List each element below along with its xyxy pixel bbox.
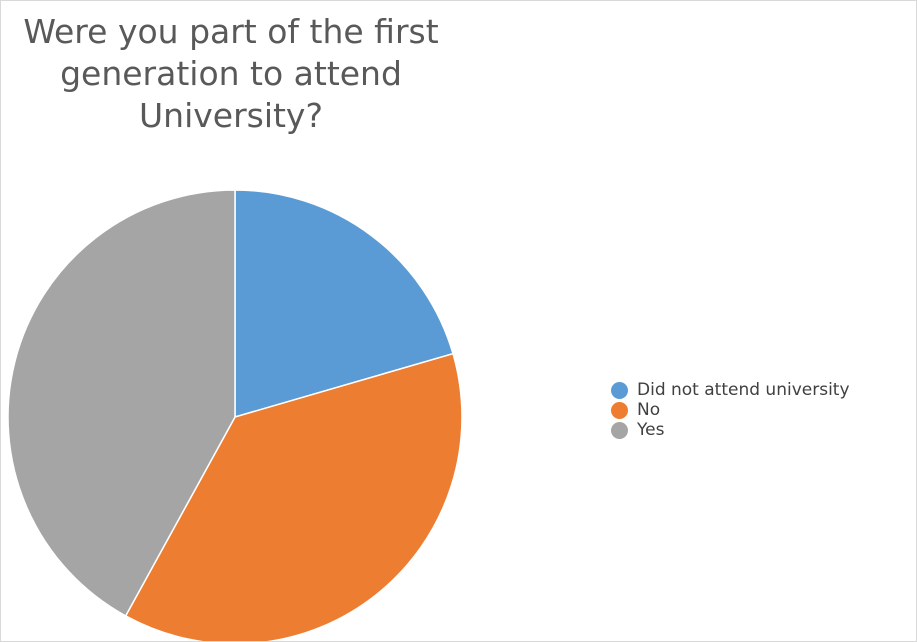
legend-item: No — [611, 400, 850, 420]
legend-label: Did not attend university — [637, 380, 850, 400]
legend-swatch — [611, 401, 628, 419]
pie-slice-did-not-attend-university — [234, 189, 454, 418]
legend-swatch — [611, 381, 628, 399]
chart-title: Were you part of the first generation to… — [23, 12, 439, 135]
legend-swatch — [611, 421, 628, 439]
legend-label: No — [637, 400, 661, 420]
pie-slice-no — [124, 352, 463, 641]
legend-label: Yes — [637, 420, 665, 440]
legend: Did not attend university No Yes — [611, 380, 850, 440]
legend-item: Yes — [611, 420, 850, 440]
legend-item: Did not attend university — [611, 380, 850, 400]
pie-slice-yes — [7, 189, 236, 617]
